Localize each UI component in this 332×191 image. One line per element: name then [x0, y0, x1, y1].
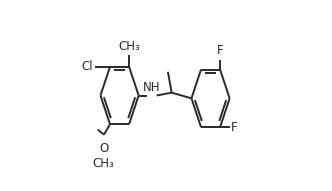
- Text: O: O: [100, 142, 109, 155]
- Text: F: F: [230, 121, 237, 134]
- Text: NH: NH: [143, 81, 161, 94]
- Text: CH₃: CH₃: [118, 40, 140, 53]
- Text: F: F: [217, 44, 223, 57]
- Text: CH₃: CH₃: [93, 157, 114, 170]
- Text: Cl: Cl: [81, 60, 93, 73]
